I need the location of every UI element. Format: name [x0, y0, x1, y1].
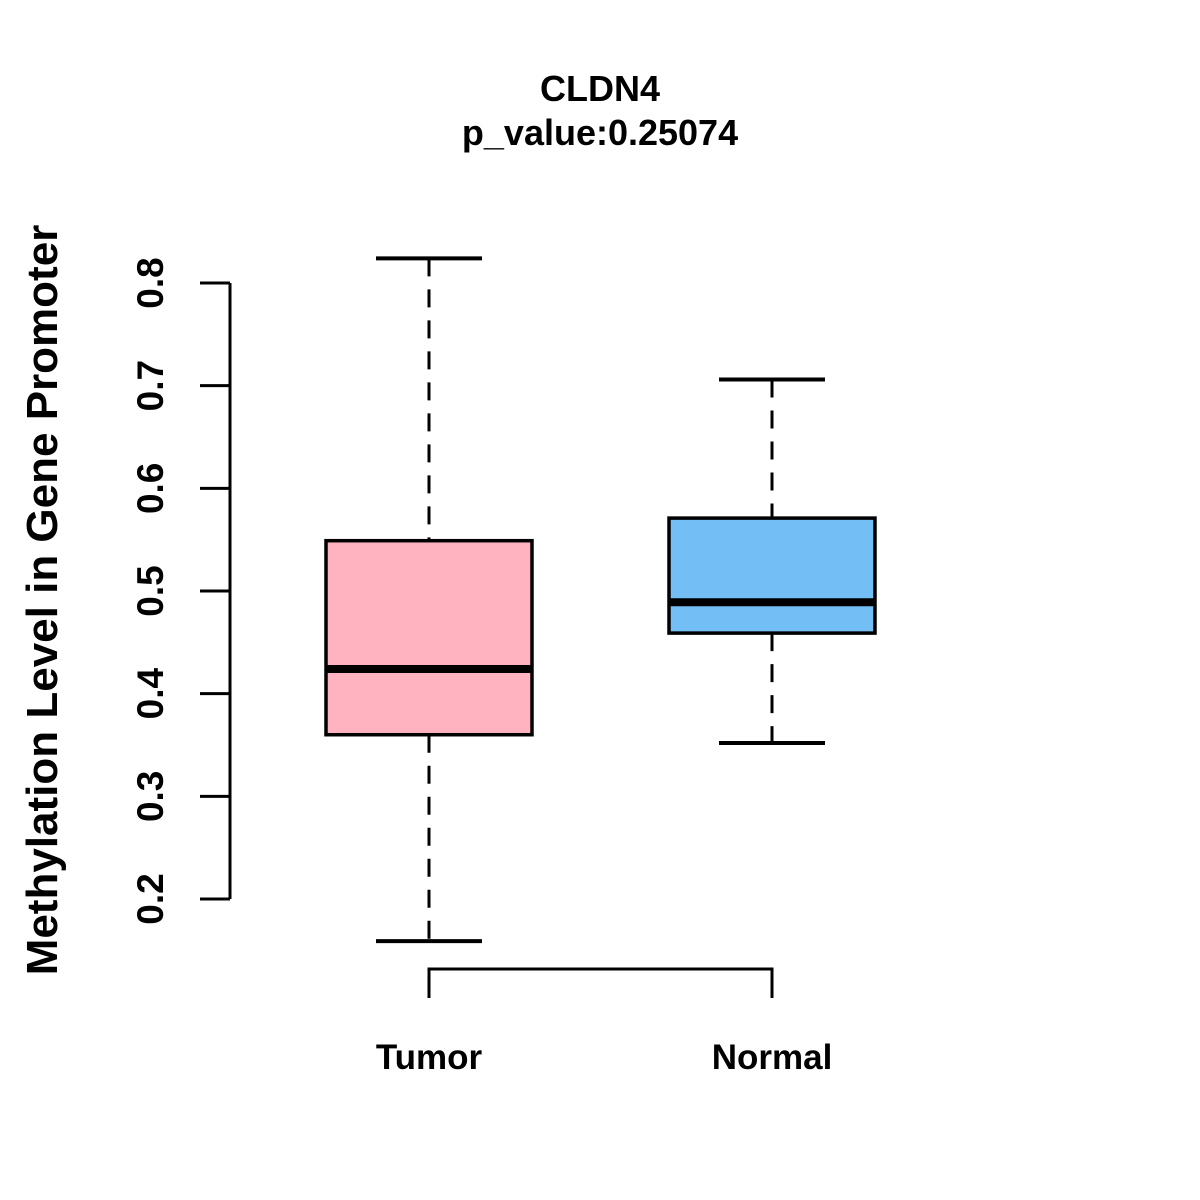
y-tick-label: 0.8: [130, 257, 171, 308]
box-tumor: [324, 538, 534, 737]
box-normal: [667, 516, 877, 635]
x-axis-label-tumor: Tumor: [375, 1038, 483, 1077]
y-tick-label: 0.6: [130, 463, 171, 514]
y-tick-label: 0.4: [130, 668, 171, 720]
y-tick-label: 0.3: [130, 771, 171, 822]
y-tick-label: 0.7: [130, 360, 171, 411]
chart-title: CLDN4: [539, 68, 660, 109]
y-tick-label: 0.5: [130, 565, 171, 616]
y-tick-label: 0.2: [130, 873, 171, 924]
x-axis-bracket: [427, 967, 774, 998]
chart-subtitle-pvalue: p_value:0.25074: [461, 112, 739, 153]
x-axis-label-normal: Normal: [711, 1038, 833, 1077]
